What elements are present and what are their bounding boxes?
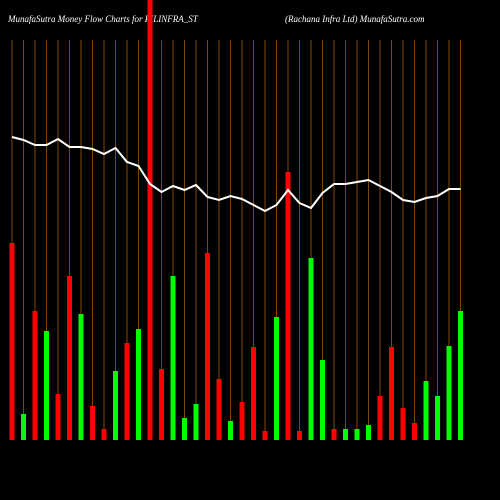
bar (285, 172, 291, 440)
chart-title: MunafaSutra Money Flow Charts for RILINF… (7, 14, 199, 24)
bar (354, 429, 360, 440)
bar (297, 431, 302, 440)
bar (435, 396, 440, 440)
bar (55, 394, 61, 440)
line (11, 136, 461, 213)
bar (124, 343, 130, 440)
bar (228, 421, 233, 440)
bar (262, 431, 268, 440)
bar (21, 414, 26, 440)
bar (147, 0, 153, 440)
bar (136, 329, 141, 440)
bar (274, 317, 279, 440)
bar (113, 371, 118, 440)
bar (308, 258, 314, 440)
bar (423, 381, 429, 440)
bar (320, 360, 325, 440)
bar (182, 418, 187, 440)
bar (446, 346, 452, 440)
bar (32, 311, 38, 440)
bar (170, 276, 176, 440)
chart-subtitle: (Rachana Infra Ltd) MunafaSutra.com (285, 14, 425, 24)
bar (9, 243, 15, 440)
bar (78, 314, 84, 440)
bar (389, 347, 394, 440)
bar (377, 396, 383, 440)
bar (331, 429, 337, 440)
bar (159, 369, 164, 440)
bar (239, 402, 245, 440)
bar (458, 311, 463, 440)
bar (101, 429, 107, 440)
bar (412, 423, 417, 440)
bar (205, 253, 210, 440)
bar (343, 429, 348, 440)
bar (400, 408, 406, 440)
bar (90, 406, 95, 440)
bar (193, 404, 199, 440)
bar (216, 379, 222, 440)
bar (251, 347, 256, 440)
bar (366, 425, 371, 440)
bar (67, 276, 72, 440)
bar (44, 331, 49, 440)
